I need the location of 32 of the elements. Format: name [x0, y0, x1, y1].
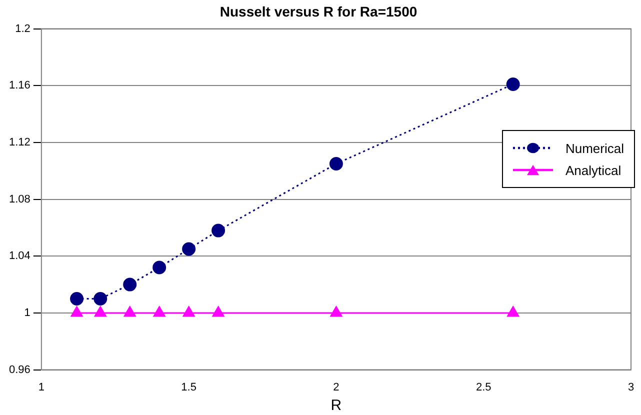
point	[212, 306, 224, 317]
point	[153, 306, 166, 317]
point	[506, 77, 520, 91]
y-tick-label: 1	[24, 307, 30, 319]
x-tick-label: 2	[333, 381, 340, 394]
x-tick-label: 1.5	[181, 381, 196, 394]
point	[123, 278, 137, 292]
point	[212, 224, 226, 238]
x-tick-label: 2.5	[476, 381, 492, 394]
point	[70, 292, 84, 306]
point	[152, 260, 166, 274]
x-tick-label: 3	[628, 381, 634, 394]
y-tick-label: 1.16	[8, 80, 30, 92]
point	[329, 157, 343, 171]
x-tick-label: 1	[38, 381, 44, 394]
point	[70, 306, 83, 317]
legend-label: Numerical	[565, 140, 624, 156]
y-tick-label: 0.96	[8, 364, 30, 376]
point	[182, 306, 195, 317]
legend-label: Analytical	[565, 162, 622, 178]
point	[94, 292, 108, 306]
x-axis-title: R	[330, 397, 342, 414]
y-tick-label: 1.12	[8, 136, 30, 148]
point	[94, 306, 106, 317]
point	[330, 306, 342, 317]
point	[182, 242, 196, 256]
y-tick-label: 1.04	[8, 250, 30, 262]
point	[507, 306, 520, 317]
y-tick-label: 1.2	[15, 22, 30, 35]
y-tick-label: 1.08	[8, 193, 30, 206]
point	[124, 306, 136, 317]
chart-title: Nusselt versus R for Ra=1500	[220, 3, 418, 20]
